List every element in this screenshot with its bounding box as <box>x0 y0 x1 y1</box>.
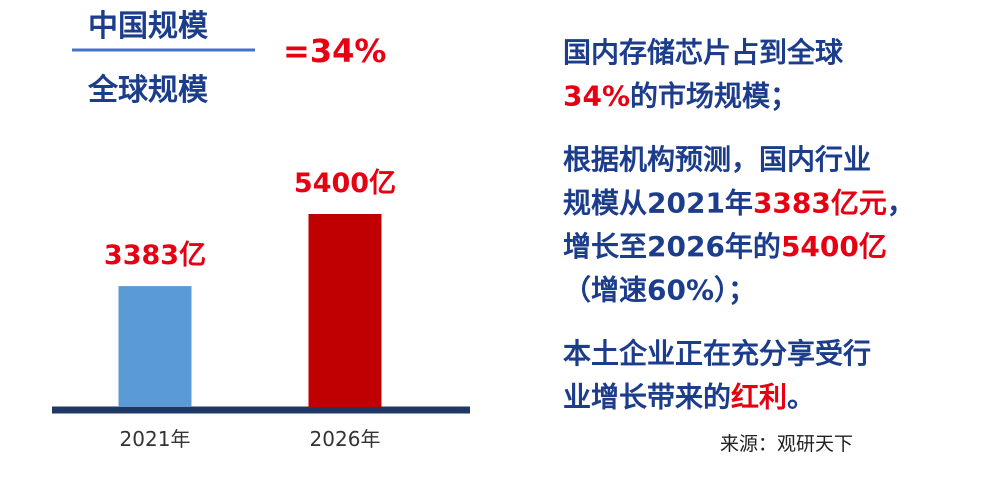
note-text: 规模从2021年 <box>563 187 753 220</box>
note-text: 的市场规模； <box>630 80 798 113</box>
note-text: 业增长带来的 <box>563 381 731 414</box>
note-text: 增长至2026年的 <box>563 230 781 263</box>
bar <box>308 214 382 407</box>
note-text: 本土企业正在充分享受行 <box>563 337 871 370</box>
x-tick-label: 2021年 <box>120 427 191 451</box>
note-text: 国内存储芯片占到全球 <box>563 36 844 69</box>
note-line: 根据机构预测，国内行业 <box>563 143 871 176</box>
note-line: 34%的市场规模； <box>563 80 798 113</box>
ratio-numerator: 中国规模 <box>88 9 208 44</box>
note-text: 。 <box>787 381 815 414</box>
ratio-result: =34% <box>283 32 386 70</box>
note-line: （增速60%）； <box>563 274 756 307</box>
value-label: 3383亿 <box>104 240 206 271</box>
bar <box>118 286 192 407</box>
note-text: 根据机构预测，国内行业 <box>563 143 871 176</box>
note-line: 本土企业正在充分享受行 <box>563 337 871 370</box>
ratio-denominator: 全球规模 <box>87 73 208 108</box>
note-text: ， <box>887 187 915 220</box>
note-text: 红利 <box>731 381 787 414</box>
x-tick-label: 2026年 <box>310 427 381 451</box>
note-text: （增速60%）； <box>563 274 756 307</box>
note-line: 规模从2021年3383亿元， <box>563 187 915 220</box>
note-line: 增长至2026年的5400亿 <box>563 230 887 263</box>
note-text: 5400亿 <box>781 230 887 263</box>
source: 来源：观研天下 <box>720 433 853 455</box>
note-text: 34% <box>563 80 630 113</box>
note-line: 国内存储芯片占到全球 <box>563 36 844 69</box>
value-label: 5400亿 <box>294 168 396 199</box>
note-line: 业增长带来的红利。 <box>563 381 815 414</box>
note-text: 3383亿元 <box>753 187 887 220</box>
